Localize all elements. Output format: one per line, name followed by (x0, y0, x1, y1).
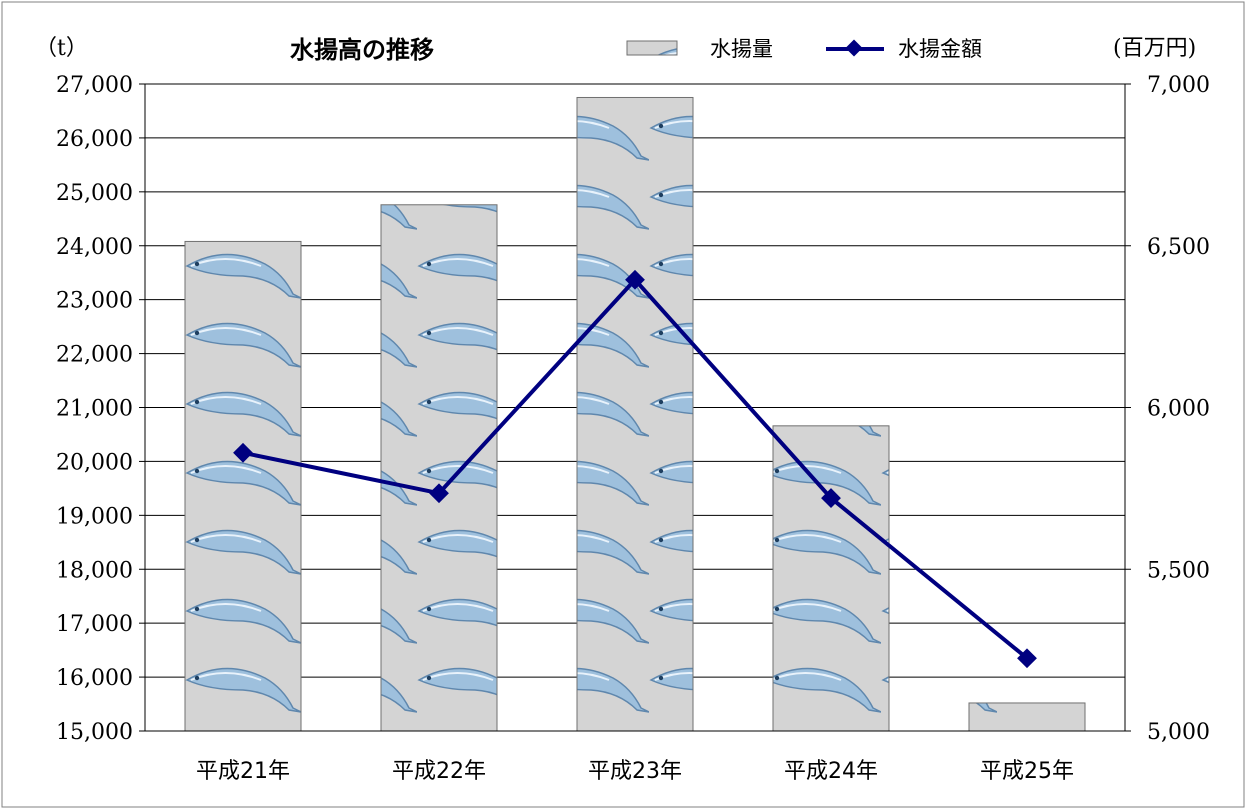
category-label: 平成21年 (196, 759, 290, 784)
category-label: 平成23年 (588, 759, 682, 784)
left-tick-label: 26,000 (56, 127, 133, 152)
bar (772, 425, 890, 732)
line-point (429, 483, 449, 504)
left-tick-label: 20,000 (56, 450, 133, 475)
left-axis-unit: （t） (35, 36, 88, 61)
right-tick-label: 5,500 (1147, 558, 1210, 583)
line-point (233, 442, 253, 463)
left-tick-label: 22,000 (56, 343, 133, 368)
bar (968, 702, 1086, 732)
left-tick-label: 19,000 (56, 504, 133, 529)
line-point (1017, 648, 1037, 669)
legend-label-line: 水揚金額 (898, 37, 982, 61)
legend-label-bar: 水揚量 (710, 37, 773, 61)
left-tick-label: 25,000 (56, 181, 133, 206)
legend-marker-line (845, 39, 863, 57)
legend: 水揚量 水揚金額 (626, 37, 982, 61)
right-tick-label: 6,500 (1147, 235, 1210, 260)
left-tick-label: 27,000 (56, 73, 133, 98)
left-tick-label: 21,000 (56, 397, 133, 422)
right-tick-label: 6,000 (1147, 397, 1210, 422)
bar-series (184, 96, 1086, 732)
bar (380, 204, 498, 732)
category-label: 平成22年 (392, 759, 486, 784)
legend-swatch-bar (626, 40, 678, 56)
left-tick-label: 17,000 (56, 612, 133, 637)
line-point (625, 269, 645, 290)
line-point (821, 488, 841, 508)
right-axis-unit: (百万円) (1113, 36, 1196, 61)
right-tick-label: 5,000 (1147, 720, 1210, 745)
right-tick-label: 7,000 (1147, 73, 1210, 98)
chart-title: 水揚高の推移 (290, 36, 434, 64)
left-tick-label: 23,000 (56, 289, 133, 314)
category-label: 平成25年 (980, 759, 1074, 784)
category-label: 平成24年 (784, 759, 878, 784)
left-tick-label: 18,000 (56, 558, 133, 583)
bar (576, 96, 694, 732)
left-tick-label: 15,000 (56, 720, 133, 745)
left-tick-label: 24,000 (56, 235, 133, 260)
bar (184, 240, 302, 732)
line-series (233, 269, 1037, 669)
axes: 15,000 16,000 17,000 18,000 19,000 20,000 21,0… (56, 73, 1210, 784)
left-tick-label: 16,000 (56, 666, 133, 691)
